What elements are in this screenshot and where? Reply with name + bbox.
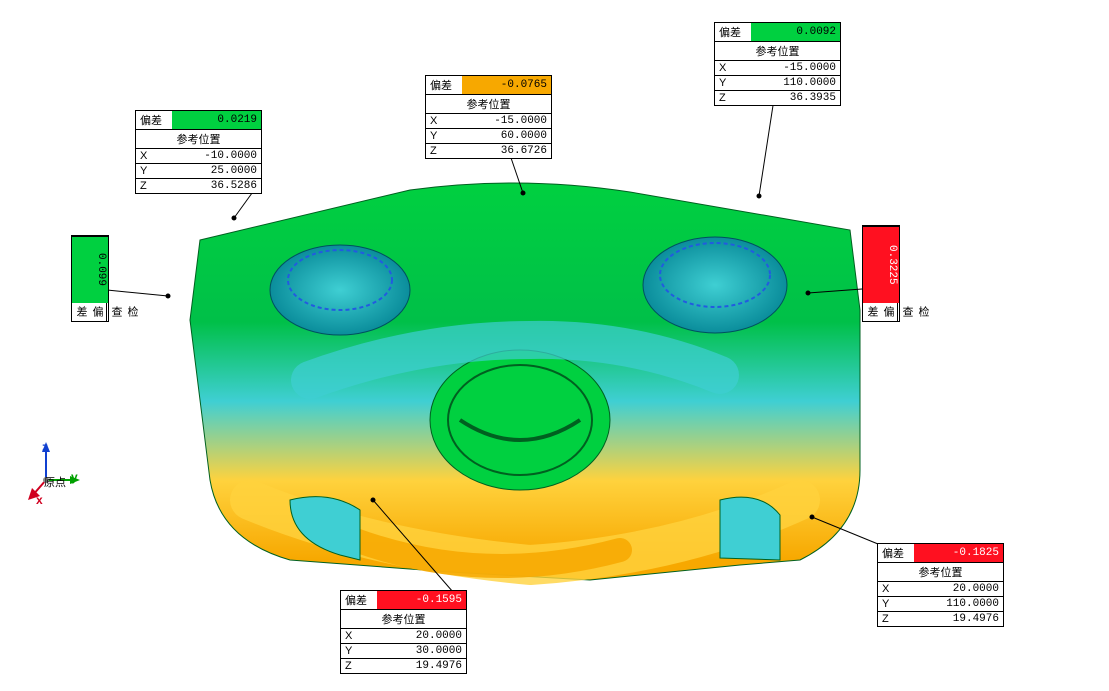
coord-val: 20.0000: [914, 582, 1003, 597]
axis-z-label: z: [42, 440, 48, 454]
deviation-label: 偏差: [878, 544, 914, 563]
coord-val: -15.0000: [751, 61, 840, 76]
coord-val: 36.6726: [462, 144, 551, 159]
deviation-label: 偏差: [715, 23, 751, 42]
coord-key: Z: [136, 179, 172, 194]
coord-key: Z: [715, 91, 751, 106]
coord-key: Y: [341, 644, 377, 659]
analysis-model-viewport[interactable]: [160, 170, 880, 600]
ref-position-header: 参考位置: [878, 563, 1003, 582]
ref-position-header: 参考位置: [426, 95, 551, 114]
deviation-label: 偏差: [426, 76, 462, 95]
deviation-callout-2[interactable]: 偏差 -0.0765 参考位置 X-15.0000 Y60.0000 Z36.6…: [425, 75, 552, 159]
axis-x-label: x: [36, 493, 43, 507]
coord-key: X: [878, 582, 914, 597]
flag-deviation-value: 0.099: [72, 236, 108, 303]
coord-key: X: [341, 629, 377, 644]
flag-check-label: 检查: [897, 303, 932, 321]
deviation-flag-left[interactable]: 0.099 偏差 检查: [71, 235, 109, 322]
coord-val: 36.5286: [172, 179, 261, 194]
deviation-label: 偏差: [136, 111, 172, 130]
coord-key: Z: [878, 612, 914, 627]
coord-val: 110.0000: [914, 597, 1003, 612]
axis-y-label: y: [71, 470, 78, 484]
deviation-value: -0.0765: [462, 76, 551, 95]
coord-key: Y: [426, 129, 462, 144]
axis-origin-label: 原点: [44, 474, 66, 490]
flag-deviation-label: 偏差: [863, 303, 897, 321]
coord-key: X: [136, 149, 172, 164]
flag-check-label: 检查: [106, 303, 141, 321]
coord-key: Z: [341, 659, 377, 674]
coord-key: Z: [426, 144, 462, 159]
coord-key: X: [715, 61, 751, 76]
ref-position-header: 参考位置: [715, 42, 840, 61]
ref-position-header: 参考位置: [136, 130, 261, 149]
coord-val: 60.0000: [462, 129, 551, 144]
deviation-value: -0.1595: [377, 591, 466, 610]
deviation-flag-right[interactable]: 0.3225 偏差 检查: [862, 225, 900, 322]
deviation-value: 0.0092: [751, 23, 840, 42]
coord-key: Y: [878, 597, 914, 612]
coord-key: X: [426, 114, 462, 129]
deviation-label: 偏差: [341, 591, 377, 610]
deviation-callout-1[interactable]: 偏差 0.0219 参考位置 X-10.0000 Y25.0000 Z36.52…: [135, 110, 262, 194]
coord-val: 36.3935: [751, 91, 840, 106]
coord-val: 19.4976: [377, 659, 466, 674]
ref-position-header: 参考位置: [341, 610, 466, 629]
coord-val: 19.4976: [914, 612, 1003, 627]
deviation-callout-4[interactable]: 偏差 -0.1595 参考位置 X20.0000 Y30.0000 Z19.49…: [340, 590, 467, 674]
deviation-value: 0.0219: [172, 111, 261, 130]
coord-val: 25.0000: [172, 164, 261, 179]
coord-val: 20.0000: [377, 629, 466, 644]
coord-val: -15.0000: [462, 114, 551, 129]
coord-key: Y: [715, 76, 751, 91]
model-color-map: [160, 170, 880, 600]
deviation-value: -0.1825: [914, 544, 1003, 563]
flag-deviation-label: 偏差: [72, 303, 106, 321]
flag-deviation-value: 0.3225: [863, 226, 899, 303]
coord-val: 30.0000: [377, 644, 466, 659]
coord-val: -10.0000: [172, 149, 261, 164]
deviation-callout-5[interactable]: 偏差 -0.1825 参考位置 X20.0000 Y110.0000 Z19.4…: [877, 543, 1004, 627]
axis-triad[interactable]: z y x 原点: [18, 440, 98, 510]
coord-key: Y: [136, 164, 172, 179]
coord-val: 110.0000: [751, 76, 840, 91]
deviation-callout-3[interactable]: 偏差 0.0092 参考位置 X-15.0000 Y110.0000 Z36.3…: [714, 22, 841, 106]
